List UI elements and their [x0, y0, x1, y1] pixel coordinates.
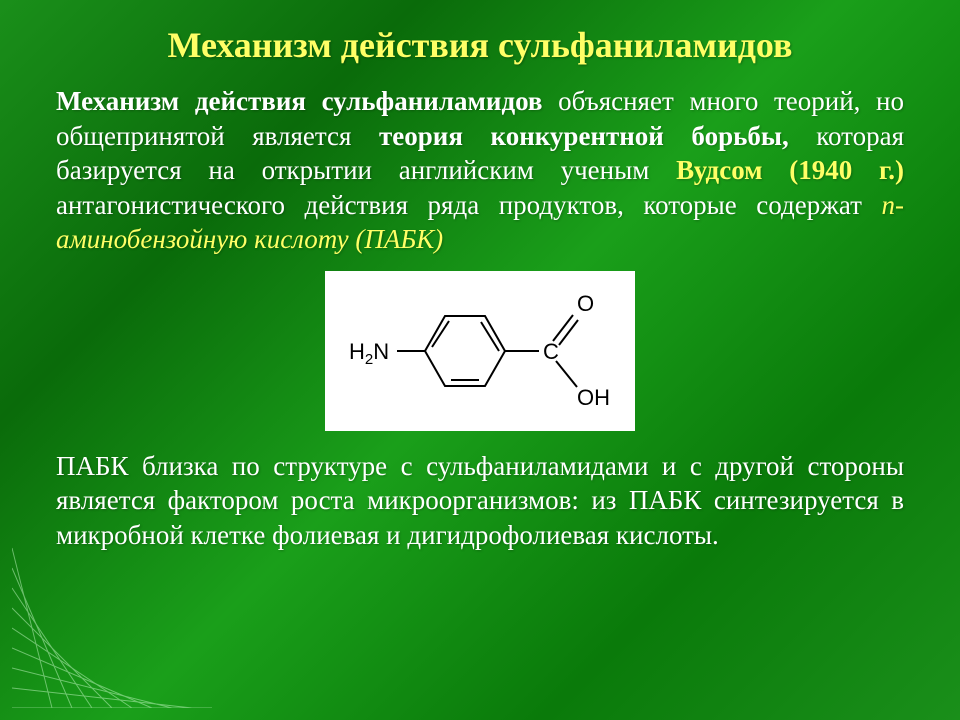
p1-highlight-woods: Вудсом (1940 г.): [676, 155, 904, 185]
p1-bold-lead: Механизм действия сульфаниламидов: [56, 86, 543, 116]
slide-title: Механизм действия сульфаниламидов: [56, 24, 904, 66]
p1-bold-theory: теория конкурентной борьбы,: [379, 121, 789, 151]
mol-label-o: O: [577, 291, 594, 316]
p1-txt-6: антагонистического действия ряда продукт…: [56, 190, 882, 220]
molecule-paba: H2N C O OH: [325, 271, 635, 431]
mol-label-h2n: H2N: [349, 339, 389, 368]
molecule-wrapper: H2N C O OH: [56, 271, 904, 431]
mol-label-oh: OH: [577, 385, 610, 410]
paragraph-1: Механизм действия сульфаниламидов объясн…: [56, 84, 904, 257]
paragraph-2: ПАБК близка по структуре с сульфаниламид…: [56, 449, 904, 553]
mol-label-c: C: [543, 339, 559, 364]
slide: Механизм действия сульфаниламидов Механи…: [0, 0, 960, 720]
p1-italic-p: п: [882, 190, 896, 220]
